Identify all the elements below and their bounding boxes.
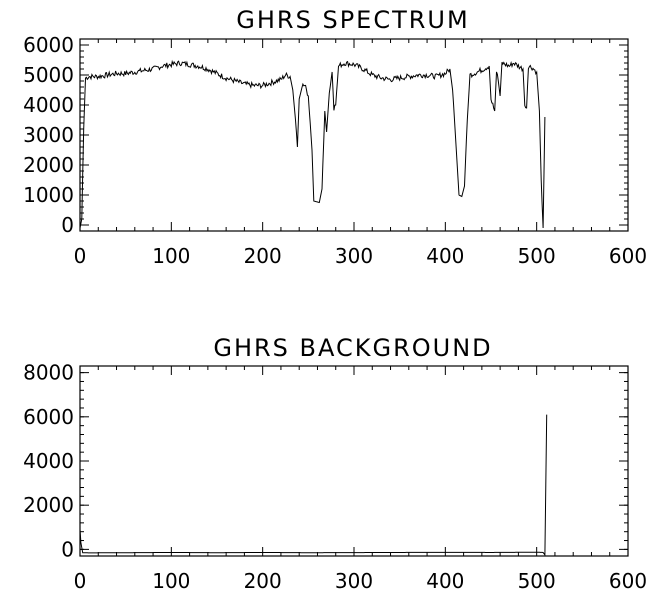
background-ytick-label-6000: 6000 bbox=[23, 405, 74, 429]
spectrum-ytick-label-3000: 3000 bbox=[23, 123, 74, 147]
spectrum-chart: GHRS SPECTRUM 0 100 200 300 400 500 6000100020… bbox=[23, 6, 647, 268]
background-xtick-label-100: 100 bbox=[152, 569, 190, 593]
background-xtick-label-0: 0 bbox=[74, 569, 87, 593]
background-xtick-label-500: 500 bbox=[518, 569, 556, 593]
spectrum-xtick-label-600: 600 bbox=[609, 244, 647, 268]
background-ytick-label-0: 0 bbox=[61, 537, 74, 561]
spectrum-xtick-label-400: 400 bbox=[426, 244, 464, 268]
spectrum-ytick-label-0: 0 bbox=[61, 213, 74, 237]
background-ytick-label-2000: 2000 bbox=[23, 493, 74, 517]
background-title: GHRS BACKGROUND bbox=[213, 334, 492, 362]
spectrum-title: GHRS SPECTRUM bbox=[236, 6, 469, 34]
spectrum-ticks: 0 100 200 300 400 500 600010002000300040005000… bbox=[23, 33, 647, 268]
spectrum-ytick-label-6000: 6000 bbox=[23, 33, 74, 57]
spectrum-ytick-label-4000: 4000 bbox=[23, 93, 74, 117]
spectrum-ytick-label-5000: 5000 bbox=[23, 63, 74, 87]
spectrum-series-line bbox=[79, 59, 546, 229]
spectrum-ytick-label-1000: 1000 bbox=[23, 183, 74, 207]
spectrum-ytick-label-2000: 2000 bbox=[23, 153, 74, 177]
background-xtick-label-600: 600 bbox=[609, 569, 647, 593]
background-chart: GHRS BACKGROUND 0 100 200 300 400 500 60002000… bbox=[23, 334, 647, 593]
background-ytick-label-8000: 8000 bbox=[23, 361, 74, 385]
spectrum-xtick-label-300: 300 bbox=[335, 244, 373, 268]
spectrum-xtick-label-200: 200 bbox=[244, 244, 282, 268]
background-xtick-label-400: 400 bbox=[426, 569, 464, 593]
spectrum-xtick-label-500: 500 bbox=[518, 244, 556, 268]
spectrum-xtick-label-0: 0 bbox=[74, 244, 87, 268]
background-xtick-label-200: 200 bbox=[244, 569, 282, 593]
background-xtick-label-300: 300 bbox=[335, 569, 373, 593]
spectrum-xtick-label-100: 100 bbox=[152, 244, 190, 268]
background-ytick-label-4000: 4000 bbox=[23, 449, 74, 473]
background-series-line bbox=[79, 414, 548, 557]
